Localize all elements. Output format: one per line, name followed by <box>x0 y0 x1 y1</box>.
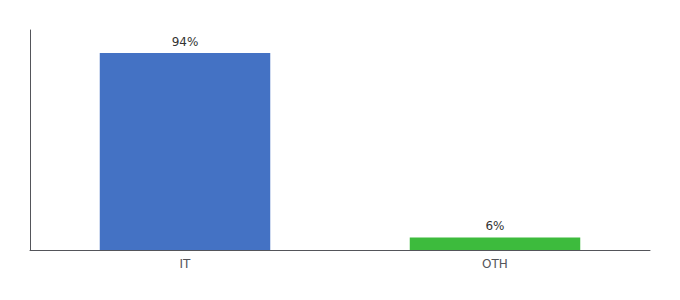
svg-text:94%: 94% <box>172 35 199 49</box>
svg-text:IT: IT <box>180 257 192 271</box>
svg-text:6%: 6% <box>485 219 504 233</box>
svg-text:OTH: OTH <box>482 257 508 271</box>
